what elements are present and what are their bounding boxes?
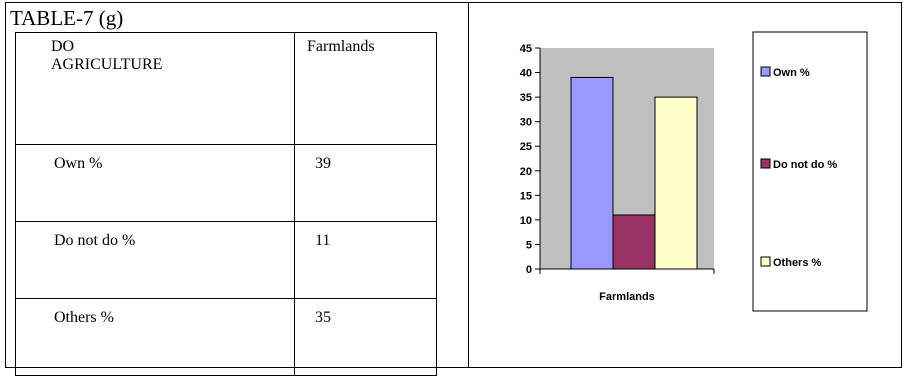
y-tick-label: 35 <box>520 92 532 104</box>
y-tick-label: 0 <box>526 264 532 276</box>
y-tick-label: 5 <box>526 239 532 251</box>
table-header-row: DO AGRICULTURE Farmlands <box>15 32 437 145</box>
frame-divider <box>468 2 469 368</box>
legend-label-2: Do not do % <box>773 159 837 171</box>
y-tick-label: 40 <box>520 68 532 80</box>
legend-swatch-1 <box>760 66 771 77</box>
y-tick-label: 15 <box>520 190 532 202</box>
header-cell-farmlands: Farmlands <box>294 32 437 145</box>
bar-chart: 0 5 10 15 20 25 30 35 40 45 Farmlands Own % Do not d… <box>520 31 868 312</box>
table-title: TABLE-7 (g) <box>10 6 124 30</box>
row-value-own: 39 <box>294 144 437 222</box>
y-tick-label: 25 <box>520 141 532 153</box>
x-category-label: Farmlands <box>599 291 655 303</box>
bar-2 <box>612 214 656 270</box>
data-table: DO AGRICULTURE Farmlands Own % 39 Do not… <box>15 32 437 376</box>
y-tick-label: 30 <box>520 117 532 129</box>
header-cell-agriculture: DO AGRICULTURE <box>15 32 295 145</box>
row-label-do-not-do: Do not do % <box>15 221 295 299</box>
bar-1 <box>570 76 614 270</box>
legend-label-3: Others % <box>773 257 822 269</box>
legend-swatch-2 <box>760 158 771 169</box>
header-label-line1: DO <box>51 38 75 55</box>
row-value-others: 35 <box>294 298 437 376</box>
page-frame <box>5 2 902 368</box>
y-tick-label: 45 <box>520 43 532 55</box>
table-row: Others % 35 <box>15 298 437 376</box>
row-label-own: Own % <box>15 144 295 222</box>
legend-box <box>752 31 868 312</box>
bar-3 <box>654 96 698 270</box>
row-label-others: Others % <box>15 298 295 376</box>
table-row: Do not do % 11 <box>15 221 437 299</box>
y-tick-label: 10 <box>520 215 532 227</box>
y-tick-label: 20 <box>520 166 532 178</box>
row-value-do-not-do: 11 <box>294 221 437 299</box>
legend-label-1: Own % <box>773 67 810 79</box>
table-row: Own % 39 <box>15 144 437 222</box>
legend-swatch-3 <box>760 256 771 267</box>
header-label-line2: AGRICULTURE <box>51 56 163 73</box>
